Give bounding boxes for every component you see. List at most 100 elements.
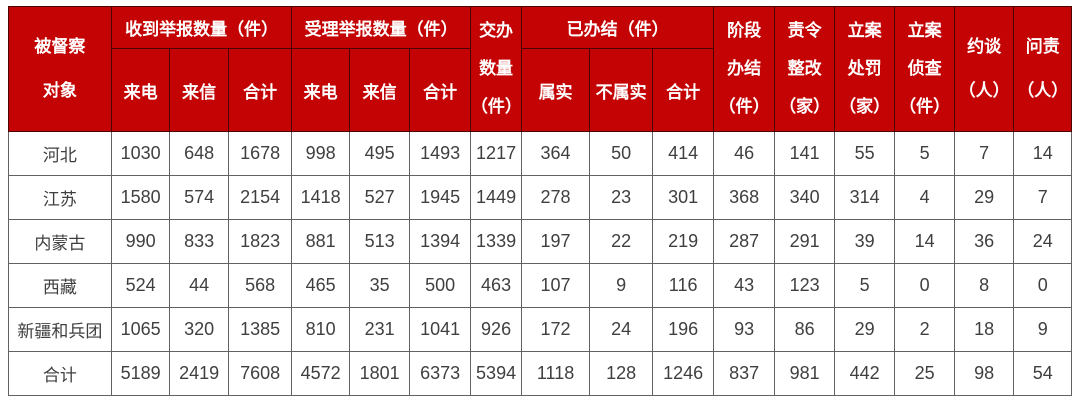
- cell: 648: [169, 131, 229, 176]
- subheader-received-calls: 来电: [110, 48, 171, 132]
- header-accountability: 问责 （人）: [1013, 6, 1072, 132]
- cell: 50: [588, 131, 654, 176]
- cell: 287: [712, 219, 776, 264]
- cell: 36: [953, 219, 1015, 264]
- cell: 1030: [110, 131, 171, 176]
- cell: 1118: [521, 351, 590, 396]
- cell: 278: [521, 175, 590, 220]
- cell: 54: [1013, 351, 1072, 396]
- cell: 7608: [227, 351, 293, 396]
- cell: 1041: [409, 307, 471, 352]
- row-label: 内蒙古: [8, 219, 112, 264]
- cell: 368: [712, 175, 776, 220]
- header-line: （家）: [779, 97, 831, 116]
- cell: 4: [894, 175, 955, 220]
- cell: 990: [110, 219, 171, 264]
- cell: 39: [833, 219, 896, 264]
- cell: 29: [953, 175, 1015, 220]
- cell: 196: [652, 307, 714, 352]
- cell: 998: [291, 131, 350, 176]
- cell: 320: [169, 307, 229, 352]
- header-filed-investigation: 立案 侦查 （件）: [894, 6, 955, 132]
- cell: 442: [833, 351, 896, 396]
- cell: 43: [712, 263, 776, 308]
- header-line: （家）: [839, 97, 891, 116]
- cell: 141: [774, 131, 835, 176]
- cell: 1394: [409, 219, 471, 264]
- cell: 1580: [110, 175, 171, 220]
- cell: 0: [1013, 263, 1072, 308]
- cell: 86: [774, 307, 835, 352]
- subheader-accepted-letters: 来信: [348, 48, 411, 132]
- subheader-received-total: 合计: [227, 48, 293, 132]
- table-body: 河北 1030 648 1678 998 495 1493 1217 364 5…: [8, 131, 1072, 396]
- cell: 116: [652, 263, 714, 308]
- subheader-received-letters: 来信: [169, 48, 229, 132]
- header-line: 责令: [787, 21, 822, 40]
- header-line: 约谈: [967, 37, 1002, 56]
- cell: 44: [169, 263, 229, 308]
- header-line: 办结: [727, 59, 762, 78]
- cell: 833: [169, 219, 229, 264]
- header-line: 阶段: [727, 21, 762, 40]
- subheader-concluded-total: 合计: [652, 48, 714, 132]
- cell: 568: [227, 263, 293, 308]
- cell: 128: [588, 351, 654, 396]
- cell: 1493: [409, 131, 471, 176]
- header-line: 立案: [907, 21, 942, 40]
- cell: 1678: [227, 131, 293, 176]
- header-row-group: 被督察 对象 收到举报数量（件） 受理举报数量（件） 交办 数量 （件） 已办结…: [8, 6, 1072, 132]
- cell: 24: [1013, 219, 1072, 264]
- row-label: 河北: [8, 131, 112, 176]
- table-row-total: 合计 5189 2419 7608 4572 1801 6373 5394 11…: [8, 351, 1072, 396]
- cell: 414: [652, 131, 714, 176]
- cell: 291: [774, 219, 835, 264]
- cell: 22: [588, 219, 654, 264]
- cell: 23: [588, 175, 654, 220]
- header-line: 数量: [479, 59, 514, 78]
- table-row: 内蒙古 990 833 1823 881 513 1394 1339 197 2…: [8, 219, 1072, 264]
- cell: 340: [774, 175, 835, 220]
- header-accepted-reports: 受理举报数量（件）: [291, 6, 471, 49]
- cell: 9: [1013, 307, 1072, 352]
- cell: 1385: [227, 307, 293, 352]
- table-header: 被督察 对象 收到举报数量（件） 受理举报数量（件） 交办 数量 （件） 已办结…: [8, 6, 1072, 132]
- row-label: 新疆和兵团: [8, 307, 112, 352]
- cell: 1339: [469, 219, 523, 264]
- header-line: 交办: [479, 21, 514, 40]
- cell: 1823: [227, 219, 293, 264]
- header-line: （件）: [899, 97, 951, 116]
- cell: 1246: [652, 351, 714, 396]
- header-line: （人）: [1017, 81, 1069, 100]
- inspection-report-table: 被督察 对象 收到举报数量（件） 受理举报数量（件） 交办 数量 （件） 已办结…: [8, 6, 1072, 396]
- cell: 5: [833, 263, 896, 308]
- cell: 500: [409, 263, 471, 308]
- cell: 465: [291, 263, 350, 308]
- header-line: 问责: [1025, 37, 1060, 56]
- cell: 837: [712, 351, 776, 396]
- cell: 24: [588, 307, 654, 352]
- cell: 1449: [469, 175, 523, 220]
- cell: 2: [894, 307, 955, 352]
- cell: 18: [953, 307, 1015, 352]
- header-line: 被督察: [34, 37, 86, 56]
- cell: 5394: [469, 351, 523, 396]
- cell: 513: [348, 219, 411, 264]
- header-filed-penalty: 立案 处罚 （家）: [833, 6, 896, 132]
- cell: 314: [833, 175, 896, 220]
- cell: 46: [712, 131, 776, 176]
- cell: 107: [521, 263, 590, 308]
- cell: 231: [348, 307, 411, 352]
- table-row: 西藏 524 44 568 465 35 500 463 107 9 116 4…: [8, 263, 1072, 308]
- header-row-sub: 来电 来信 合计 来电 来信 合计 属实 不属实 合计: [9, 48, 1072, 132]
- header-received-reports: 收到举报数量（件）: [110, 6, 293, 49]
- cell: 0: [894, 263, 955, 308]
- header-ordered-rectification: 责令 整改 （家）: [774, 6, 835, 132]
- cell: 810: [291, 307, 350, 352]
- cell: 9: [588, 263, 654, 308]
- table-row: 河北 1030 648 1678 998 495 1493 1217 364 5…: [8, 131, 1072, 176]
- cell: 55: [833, 131, 896, 176]
- cell: 364: [521, 131, 590, 176]
- cell: 6373: [409, 351, 471, 396]
